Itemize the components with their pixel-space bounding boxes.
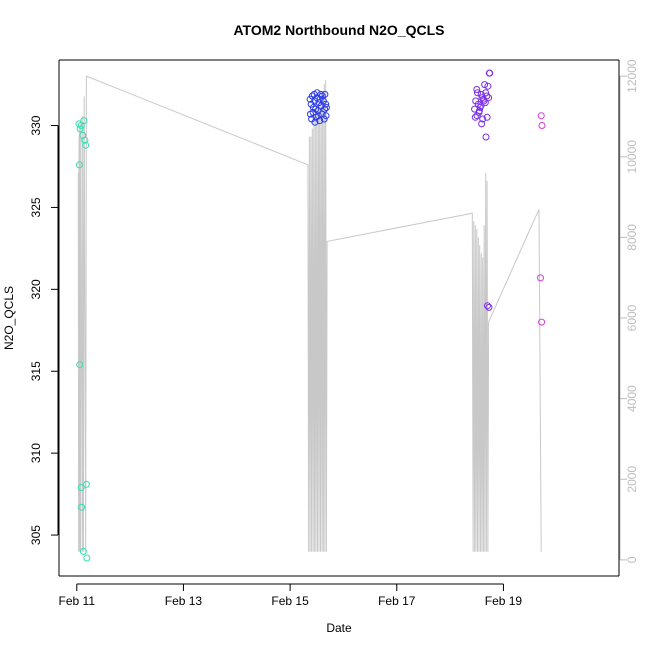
data-point-series-2 (485, 94, 493, 102)
data-point-series-1 (311, 118, 319, 126)
data-point-series-1 (317, 90, 325, 98)
x-axis-label: Date (326, 621, 352, 635)
data-point-series-1 (322, 100, 330, 108)
y-tick-label: 310 (29, 443, 43, 463)
data-point-series-2 (483, 113, 491, 121)
y2-tick-label: 12000 (625, 59, 639, 93)
data-point-series-0 (82, 141, 90, 149)
y2-tick-label: 6000 (625, 304, 639, 331)
data-point-series-2 (471, 113, 479, 121)
data-point-series-3 (538, 318, 546, 326)
axes-layer: Feb 11 Feb 13 Feb 15 Feb 17 Feb 19 305 310 315 3… (29, 59, 639, 608)
data-point-series-2 (482, 133, 490, 141)
x-tick-label: Feb 17 (378, 594, 416, 608)
data-point-series-1 (321, 90, 329, 98)
data-point-series-2 (481, 81, 489, 89)
chart-title: ATOM2 Northbound N2O_QCLS (233, 22, 444, 38)
data-point-series-2 (484, 82, 492, 90)
y-tick-label: 330 (29, 115, 43, 135)
data-point-series-0 (76, 125, 84, 133)
data-point-series-2 (481, 99, 489, 107)
data-point-series-2 (475, 107, 483, 115)
y-axis-label: N2O_QCLS (2, 286, 16, 350)
data-point-series-3 (538, 122, 546, 129)
data-point-series-2 (484, 302, 491, 310)
data-point-series-2 (478, 94, 486, 102)
y2-tick-label: 8000 (625, 224, 639, 251)
y-tick-label: 325 (29, 197, 43, 217)
data-point-series-1 (313, 89, 321, 97)
y-tick-label: 320 (29, 279, 43, 299)
altitude-line (77, 75, 542, 552)
data-point-series-3 (537, 274, 544, 282)
x-tick-label: Feb 11 (59, 594, 96, 608)
data-point-series-2 (473, 86, 481, 93)
x-tick-label: Feb 15 (271, 594, 309, 608)
data-point-series-2 (485, 303, 493, 311)
data-point-series-0 (75, 161, 83, 169)
data-point-series-0 (82, 480, 90, 488)
y2-tick-label: 4000 (625, 385, 639, 412)
data-point-series-0 (83, 554, 91, 562)
y2-tick-label: 0 (625, 556, 639, 563)
line-series-layer (77, 75, 542, 552)
data-point-series-1 (322, 112, 330, 120)
data-point-series-0 (79, 547, 87, 555)
data-point-series-2 (480, 97, 488, 105)
x-tick-label: Feb 13 (165, 594, 203, 608)
data-point-series-2 (486, 69, 494, 77)
points-layer (75, 69, 546, 562)
data-point-series-1 (316, 117, 324, 125)
data-point-series-1 (322, 104, 330, 111)
data-point-series-1 (314, 112, 322, 120)
data-point-series-0 (75, 120, 83, 128)
x-tick-label: Feb 19 (485, 594, 523, 608)
data-point-series-1 (320, 115, 328, 123)
data-point-series-2 (474, 89, 481, 97)
y2-tick-label: 2000 (625, 466, 639, 493)
data-point-series-3 (537, 112, 545, 120)
data-point-series-0 (81, 136, 89, 144)
y2-tick-label: 10000 (625, 140, 639, 174)
y-tick-label: 305 (29, 525, 43, 545)
data-point-series-0 (76, 361, 84, 369)
data-point-series-0 (77, 484, 85, 491)
data-point-series-2 (479, 115, 487, 123)
data-point-series-0 (78, 503, 86, 511)
data-point-series-0 (80, 117, 88, 125)
data-point-series-2 (478, 120, 486, 128)
y-tick-label: 315 (29, 361, 43, 381)
data-point-series-2 (483, 92, 491, 100)
